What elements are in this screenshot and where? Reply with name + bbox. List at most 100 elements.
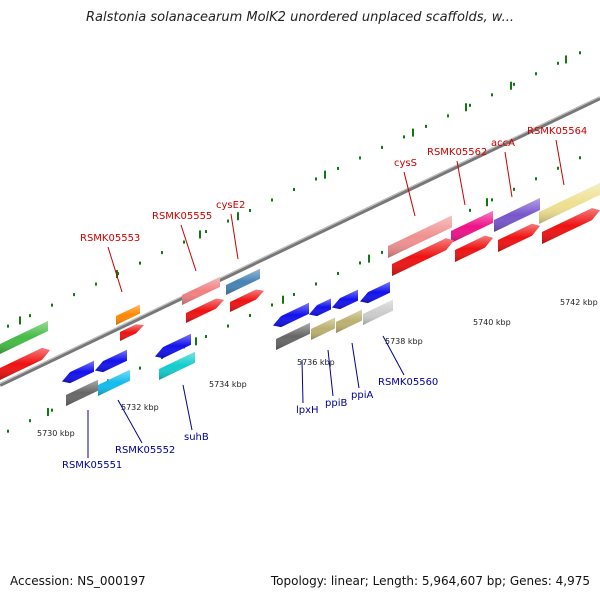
minor-tick — [491, 198, 493, 202]
gene-feature — [226, 268, 260, 295]
backbone-highlight — [0, 96, 600, 384]
kbp-tick-label: 5738 kbp — [385, 337, 423, 346]
kbp-tick-label: 5734 kbp — [209, 380, 247, 389]
minor-tick — [249, 209, 251, 212]
gene-label: RSMK05553 — [80, 233, 140, 244]
major-tick — [324, 170, 326, 179]
minor-tick — [271, 303, 273, 307]
minor-tick — [535, 177, 537, 181]
callout-line — [182, 384, 193, 431]
major-tick — [47, 408, 49, 417]
gene-feature — [95, 349, 127, 373]
minor-tick — [51, 303, 53, 307]
topology-text: Topology: linear; Length: 5,964,607 bp; … — [270, 574, 590, 588]
minor-tick — [51, 408, 53, 412]
callout-line — [301, 359, 304, 404]
minor-tick — [205, 335, 207, 339]
minor-tick — [359, 261, 361, 265]
minor-tick — [381, 145, 383, 149]
minor-tick — [447, 114, 449, 118]
minor-tick — [249, 314, 251, 317]
minor-tick — [579, 156, 581, 160]
major-tick — [116, 270, 118, 279]
callout-line — [403, 171, 416, 217]
gene-feature — [494, 198, 540, 232]
genome-backbone — [0, 96, 600, 387]
minor-tick — [205, 230, 207, 234]
gene-label: RSMK05560 — [378, 377, 438, 388]
minor-tick — [293, 292, 295, 296]
minor-tick — [469, 208, 471, 212]
minor-tick — [227, 219, 229, 223]
minor-tick — [359, 156, 361, 160]
gene-feature — [120, 324, 144, 341]
major-tick — [465, 103, 467, 112]
gene-feature — [332, 289, 358, 310]
minor-tick — [7, 429, 9, 433]
gene-feature — [0, 321, 48, 354]
callout-line — [327, 349, 334, 397]
minor-tick — [73, 293, 75, 297]
major-tick — [237, 212, 239, 221]
minor-tick — [161, 251, 163, 255]
minor-tick — [491, 93, 493, 97]
callout-line — [180, 224, 197, 272]
gene-label: cysE2 — [216, 200, 245, 211]
gene-feature — [309, 298, 331, 317]
gene-feature — [116, 304, 140, 325]
minor-tick — [227, 324, 229, 328]
minor-tick — [139, 366, 141, 370]
gene-label: ppiB — [325, 398, 347, 409]
kbp-tick-labels: 5730 kbp 5732 kbp 5734 kbp 5736 kbp 5738 kbp… — [37, 298, 598, 438]
gene-callouts: RSMK05553 RSMK05555 cysE2 cysS RSMK05562 accA… — [62, 126, 587, 471]
gene-feature — [62, 360, 94, 384]
gene-label: ppiA — [351, 390, 373, 401]
backbone-line — [0, 96, 600, 387]
gene-label: suhB — [184, 432, 209, 443]
gene-feature — [311, 317, 335, 340]
gene-feature — [66, 379, 98, 406]
major-tick — [195, 337, 197, 346]
kbp-tick-label: 5740 kbp — [473, 318, 511, 327]
gene-feature — [276, 322, 310, 350]
callout-line — [107, 246, 123, 293]
minor-tick — [29, 419, 31, 423]
gene-feature — [360, 281, 390, 304]
minor-tick — [425, 124, 427, 128]
minor-tick — [557, 61, 559, 65]
major-tick — [510, 81, 512, 90]
major-tick — [19, 316, 21, 325]
major-tick — [282, 295, 284, 304]
kbp-tick-label: 5742 kbp — [560, 298, 598, 307]
minor-tick — [183, 240, 185, 244]
callout-line — [456, 160, 466, 206]
callout-line — [555, 139, 565, 186]
accession-text: Accession: NS_000197 — [10, 574, 146, 588]
gene-feature — [336, 309, 362, 333]
minor-tick — [271, 198, 273, 202]
major-tick — [565, 55, 567, 64]
major-tick — [368, 254, 370, 263]
minor-tick — [381, 250, 383, 254]
gene-feature — [182, 276, 220, 305]
gene-feature — [388, 215, 452, 258]
minor-tick — [139, 261, 141, 265]
gene-feature — [392, 238, 454, 276]
major-tick — [199, 230, 201, 239]
minor-tick — [513, 82, 515, 86]
gene-label: RSMK05562 — [427, 147, 487, 158]
gene-feature — [542, 208, 600, 244]
minor-tick — [337, 271, 339, 275]
gene-feature — [455, 235, 493, 262]
gene-feature — [230, 289, 264, 312]
gene-feature — [155, 333, 191, 359]
minor-tick — [579, 51, 581, 55]
minor-tick — [513, 187, 515, 191]
kbp-tick-label: 5736 kbp — [297, 358, 335, 367]
gene-feature — [498, 223, 540, 252]
minor-tick — [469, 103, 471, 107]
gene-label: RSMK05555 — [152, 211, 212, 222]
gene-label: RSMK05552 — [115, 445, 175, 456]
gene-label: RSMK05564 — [527, 126, 587, 137]
minor-tick — [557, 166, 559, 170]
